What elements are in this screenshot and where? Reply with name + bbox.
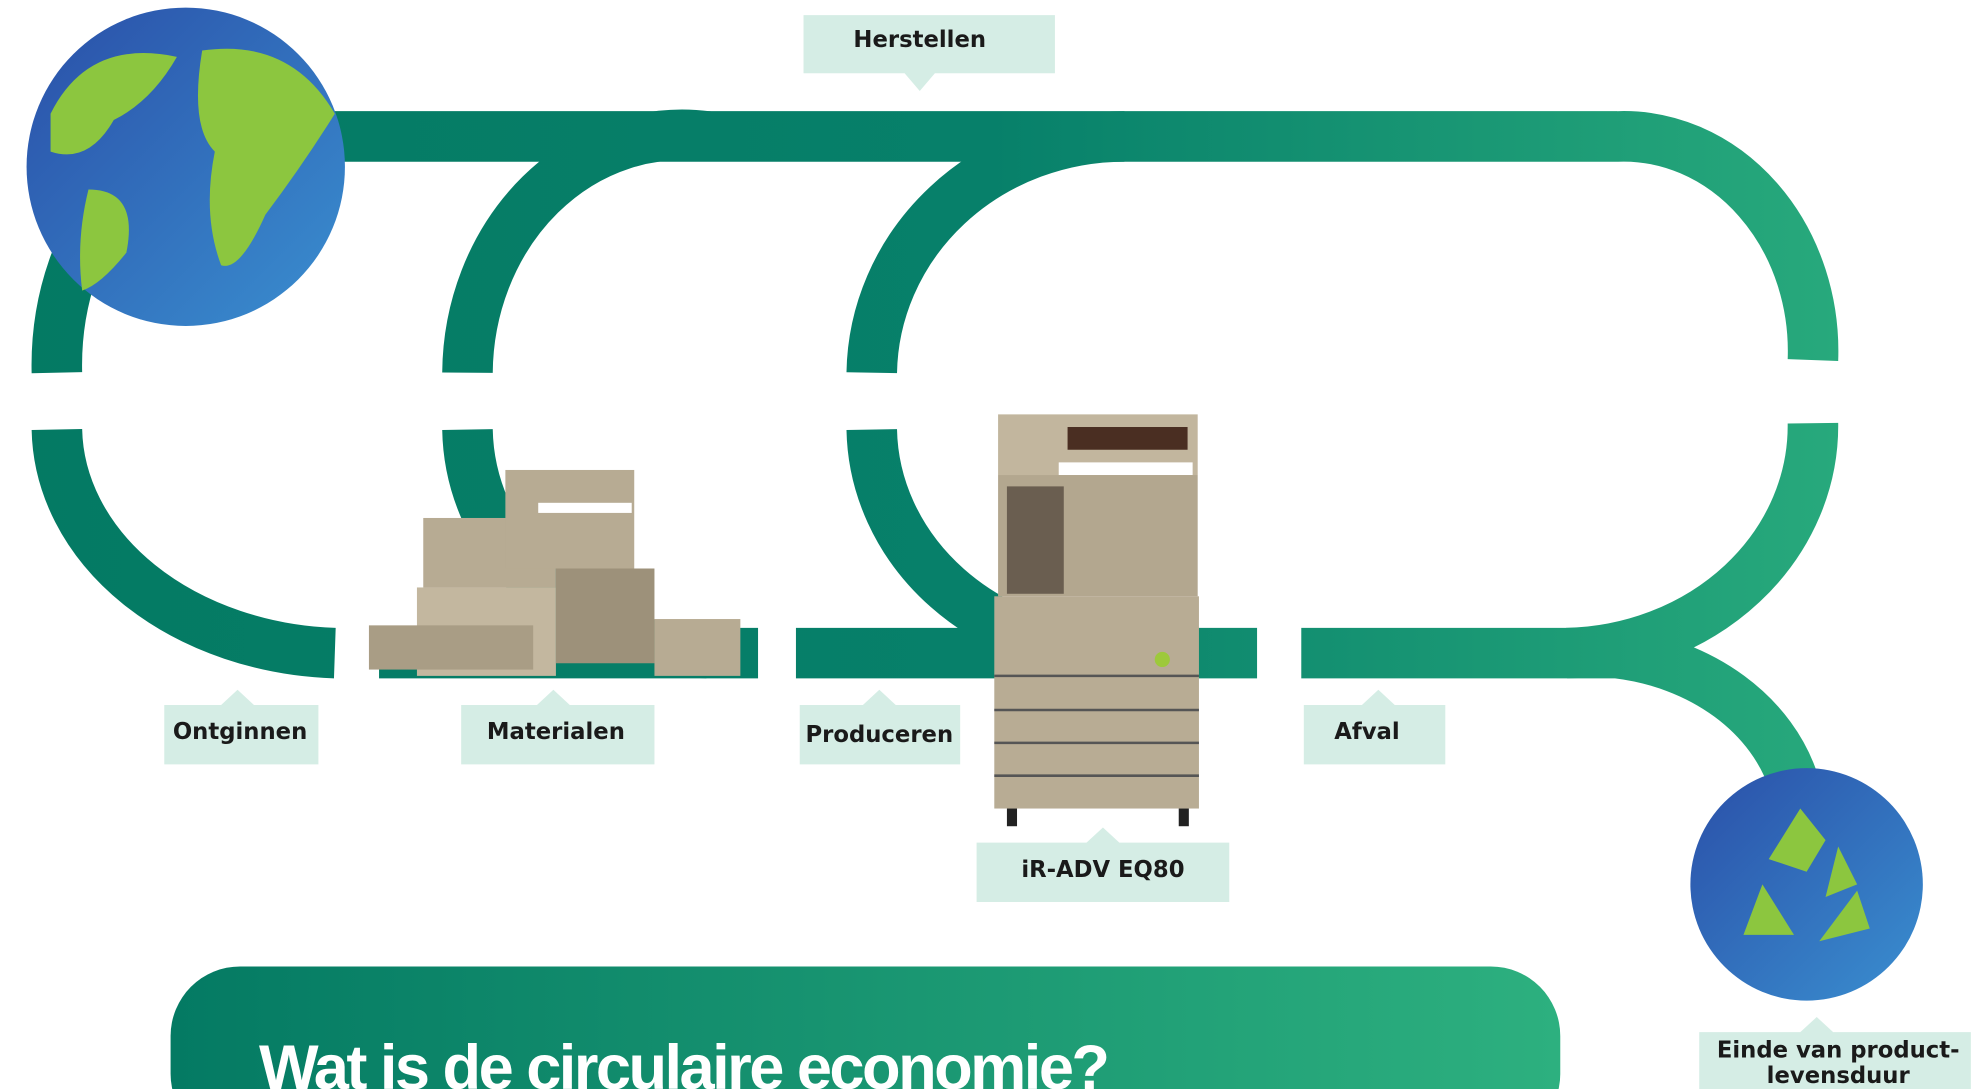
label: Herstellen [853,27,986,53]
label: Materialen [487,719,625,745]
label: levensduur [1767,1063,1911,1089]
label: Ontginnen [173,719,307,745]
globe [27,8,345,326]
label: Produceren [805,722,953,748]
info-panel: Wat is de circulaire economie? [171,966,1561,1089]
circular-economy-diagram: Herstellen Ontginnen Materialen Producer… [0,0,1981,1089]
label: Einde van product- [1717,1038,1960,1064]
panel-heading: Wat is de circulaire economie? [259,1033,1107,1089]
label: iR-ADV EQ80 [1021,857,1184,883]
recycle-globe [1690,768,1922,1000]
label: Afval [1334,719,1399,745]
